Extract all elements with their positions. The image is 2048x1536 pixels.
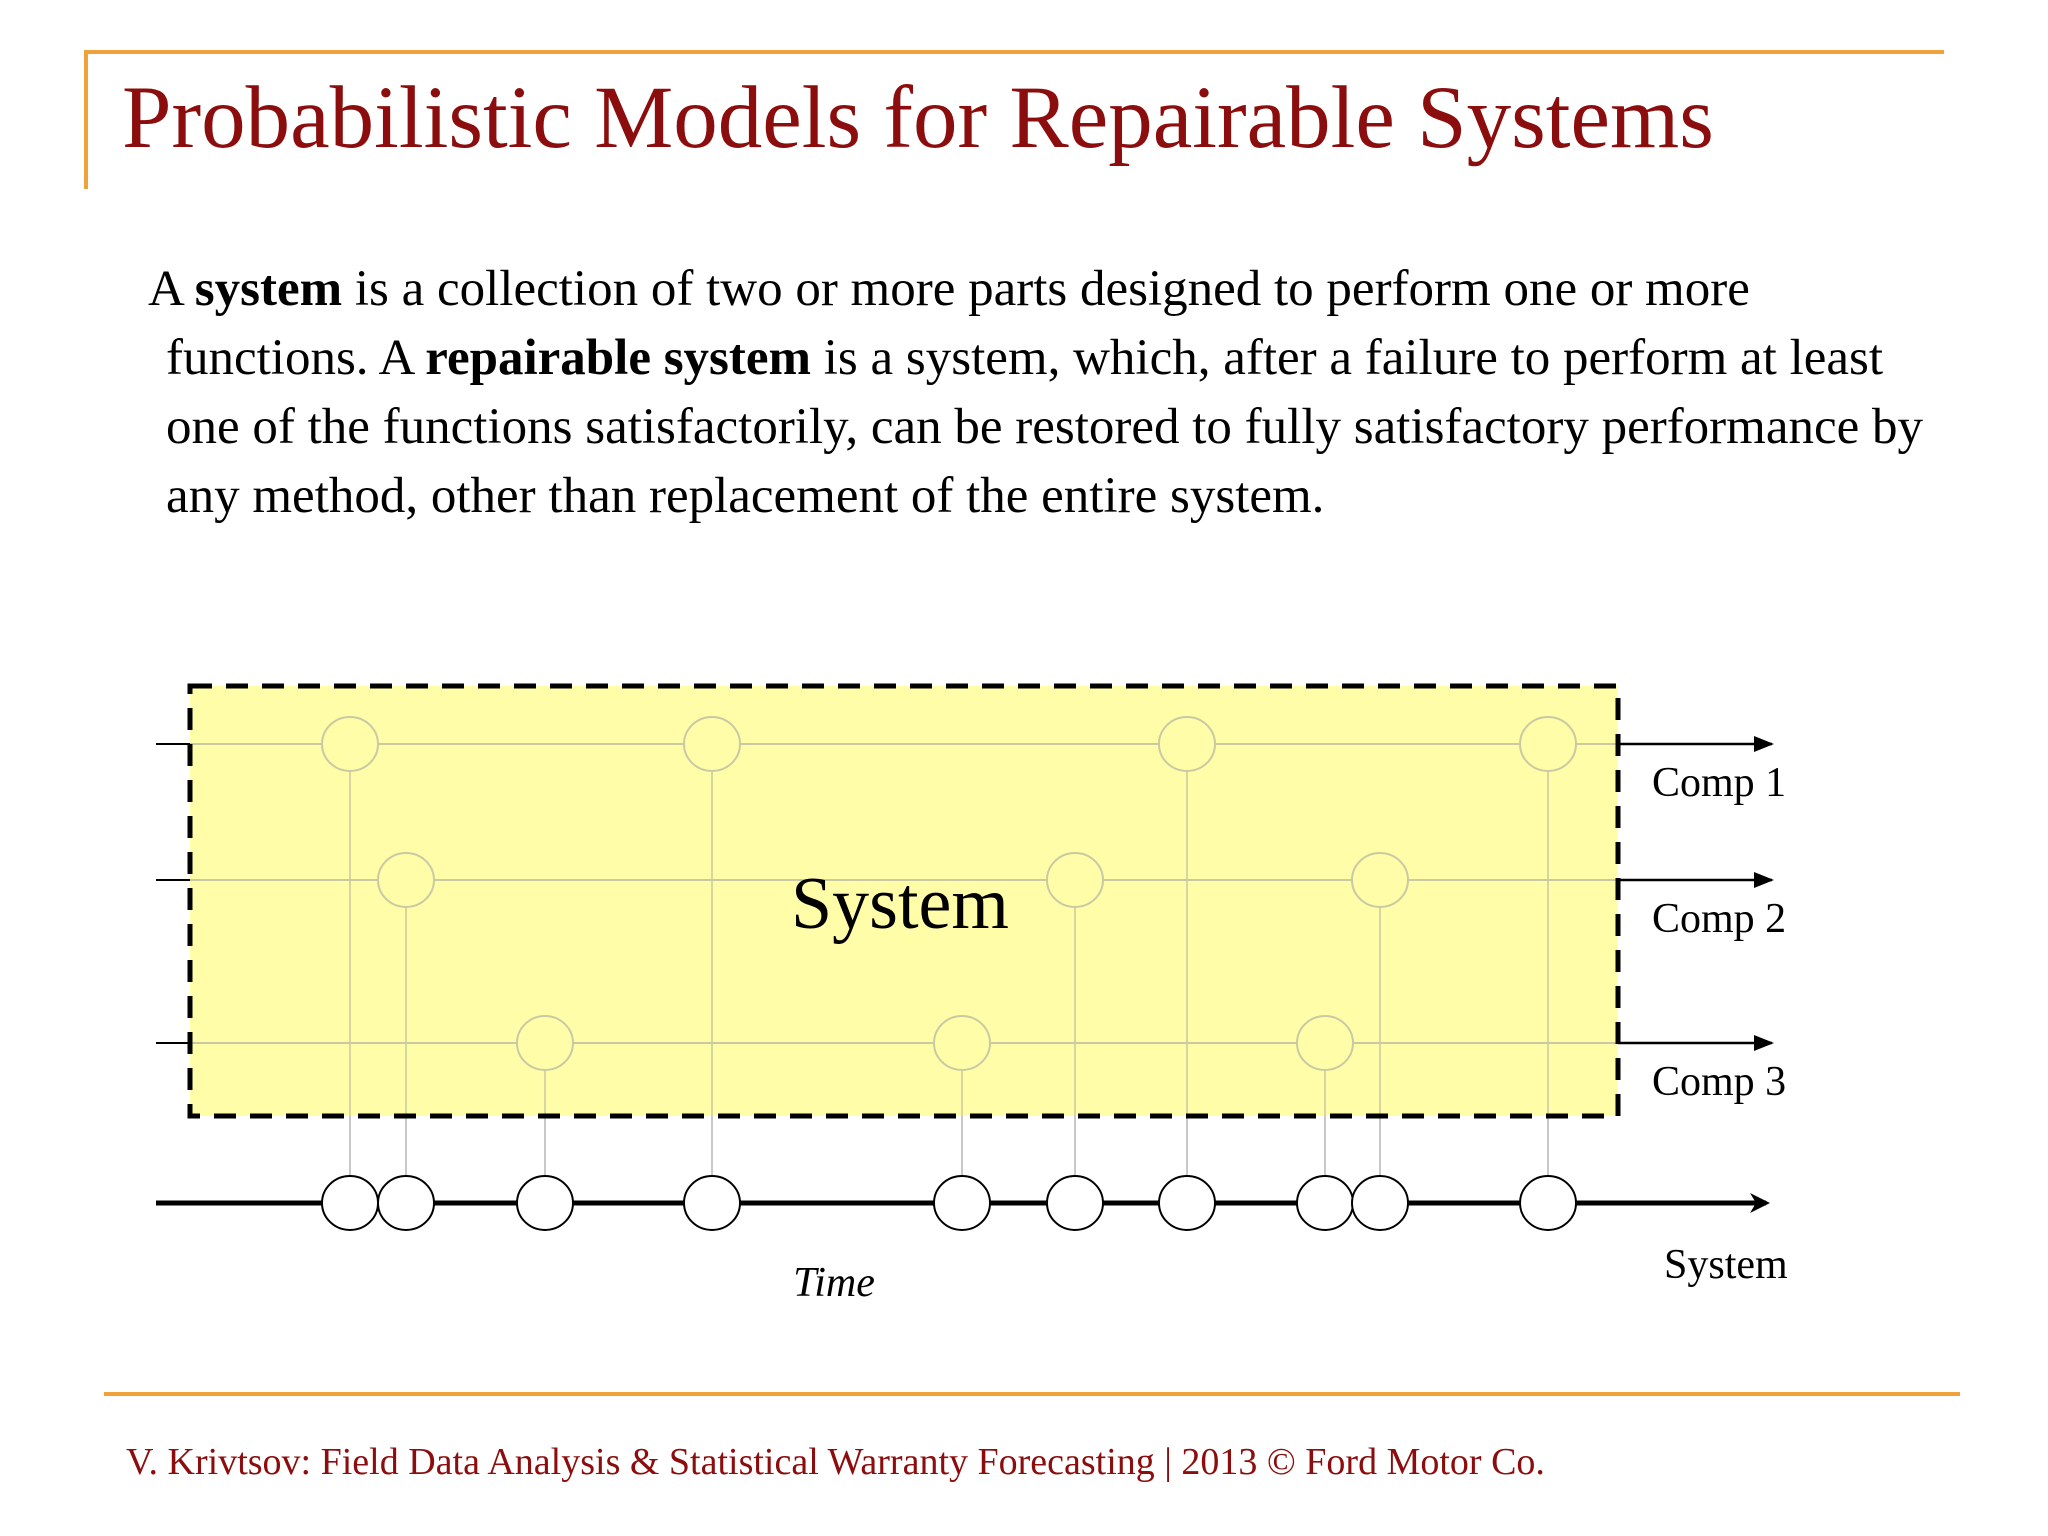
slide-title: Probabilistic Models for Repairable Syst… — [122, 69, 1714, 167]
system-failure-marker — [933, 1175, 991, 1231]
component-failure-marker — [321, 716, 379, 772]
title-accent-bar — [84, 50, 88, 189]
footer-text: V. Krivtsov: Field Data Analysis & Stati… — [126, 1441, 1545, 1483]
system-failure-marker — [377, 1175, 435, 1231]
component-label: Comp 1 — [1652, 760, 1786, 806]
system-failure-marker — [516, 1175, 574, 1231]
system-box-label: System — [791, 863, 1009, 945]
term-repairable-system: repairable system — [425, 330, 812, 386]
system-failure-marker — [683, 1175, 741, 1231]
definition-text: is a system, which, after a failure to p… — [166, 330, 1923, 524]
definition-paragraph: A system is a collection of two or more … — [148, 255, 1926, 531]
time-axis-label: Time — [793, 1260, 875, 1306]
system-failure-marker — [1158, 1175, 1216, 1231]
definition-text: is a collection of two or more parts des… — [166, 261, 1750, 386]
system-box-border — [187, 683, 1621, 1119]
definition-text: A — [148, 261, 195, 317]
component-failure-marker — [377, 852, 435, 908]
component-label: Comp 2 — [1652, 896, 1786, 942]
title-accent-line — [84, 50, 1944, 54]
component-failure-marker — [1046, 852, 1104, 908]
system-failure-marker — [321, 1175, 379, 1231]
system-failure-marker — [1351, 1175, 1409, 1231]
component-failure-marker — [516, 1015, 574, 1071]
component-label: Comp 3 — [1652, 1059, 1786, 1105]
component-failure-marker — [1296, 1015, 1354, 1071]
component-failure-marker — [933, 1015, 991, 1071]
component-failure-marker — [1351, 852, 1409, 908]
footer-line — [104, 1392, 1960, 1396]
system-failure-marker — [1046, 1175, 1104, 1231]
component-failure-marker — [683, 716, 741, 772]
component-failure-marker — [1519, 716, 1577, 772]
repairable-system-diagram: Comp 1 Comp 2 Comp 3 System Time System — [156, 683, 1788, 1306]
component-failure-marker — [1158, 716, 1216, 772]
system-failure-marker — [1296, 1175, 1354, 1231]
system-failure-marker — [1519, 1175, 1577, 1231]
system-axis-label: System — [1664, 1242, 1788, 1288]
term-system: system — [194, 261, 343, 317]
